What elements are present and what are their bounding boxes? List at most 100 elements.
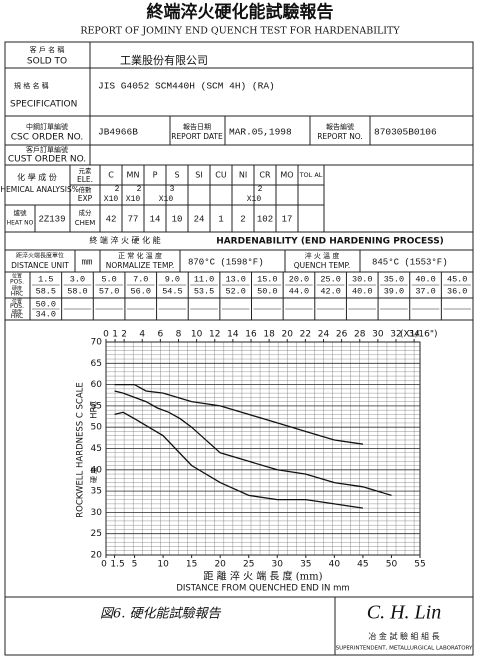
exp-base: X10	[104, 195, 119, 204]
value: 870305B0106	[374, 127, 437, 138]
x-tick-label: 30	[272, 560, 284, 570]
exp-base: X10	[126, 195, 141, 204]
y-tick-label: 35	[91, 487, 102, 497]
chem-value: 1	[218, 214, 223, 224]
label-zh: 正 常 化 溫 度	[118, 251, 162, 260]
pos-label-zh: 位置	[12, 272, 22, 279]
x2-tick-label: 2	[121, 330, 127, 340]
label: SOLD TO	[27, 57, 67, 67]
series-line	[114, 383, 363, 445]
label: ELE.	[77, 175, 93, 184]
hrc-value: 58.5	[36, 286, 56, 296]
x-axis-label-zh: 距 離 淬 火 端 長 度 (mm)	[203, 570, 322, 583]
label-zh: 中鋼訂單編號	[26, 122, 68, 131]
x2-tick-label: 34	[408, 330, 420, 340]
y-axis-label: ROCKWELL HARDNESS C SCALE	[76, 382, 86, 518]
label: EXP	[78, 194, 93, 203]
x-tick-label: 20	[214, 560, 226, 570]
label: NORMALIZE TEMP.	[106, 261, 175, 270]
pos-value: 9.0	[165, 275, 180, 285]
pos-value: 15.0	[257, 275, 277, 285]
label-zh: 客戶訂單編號	[26, 145, 68, 154]
x-tick-label: 10	[157, 560, 169, 570]
pos-value: 13.0	[225, 275, 245, 285]
hrc-value: 50.0	[257, 286, 277, 296]
chem-value: 42	[106, 214, 117, 224]
hrc-label-zh: 硬度	[12, 308, 22, 315]
x2-tick-label: 30	[372, 330, 384, 340]
chem-value: 17	[282, 214, 293, 224]
label: REPORT DATE	[171, 132, 223, 141]
element: MN	[127, 171, 140, 180]
label: REPORT NO.	[317, 132, 363, 141]
hrc-value: 52.0	[225, 286, 245, 296]
hrc-value: 40.0	[352, 286, 372, 296]
label-zh: 化 學 成 份	[17, 172, 57, 182]
x2-tick-label: 22	[300, 330, 311, 340]
label-zh: 元素	[79, 166, 93, 175]
hrc-value: 54.5	[162, 286, 182, 296]
element: SI	[195, 171, 202, 180]
x2-tick-label: 6	[158, 330, 164, 340]
exp-power: 2	[115, 185, 120, 194]
x-tick-label: 40	[329, 560, 341, 570]
label-zh: 成分	[79, 208, 93, 217]
chem-value: 77	[128, 214, 139, 224]
x2-tick-label: 20	[282, 330, 294, 340]
pos-value: 5.0	[101, 275, 116, 285]
x2-tick-label: 1	[112, 330, 118, 340]
y-tick-label: 70	[91, 338, 103, 348]
pos-label: POS.	[10, 278, 24, 285]
x2-tick-label: 4	[139, 330, 145, 340]
chem-value: 102	[257, 214, 273, 224]
x2-axis-label: (X1/16")	[400, 330, 438, 340]
hrc-value: 37.0	[415, 286, 435, 296]
label: CHEM	[75, 219, 96, 227]
pos-value: 50.0	[36, 299, 56, 309]
pos-value: 7.0	[133, 275, 148, 285]
pos-value: 1.5	[38, 275, 53, 285]
hrc-value: 53.5	[194, 286, 214, 296]
label: CSC ORDER NO.	[11, 133, 84, 143]
hrc-value: 56.0	[131, 286, 151, 296]
pos-value: 45.0	[447, 275, 467, 285]
exp-power: 3	[170, 185, 175, 194]
label: CHEMICAL ANALYSIS%	[0, 185, 79, 194]
label: SPECIFICATION	[10, 100, 77, 110]
plot-frame	[105, 341, 421, 556]
label-zh: 距淬火端長度單位	[16, 252, 64, 260]
pos-value: 30.0	[352, 275, 372, 285]
value: mm	[82, 257, 93, 267]
x2-tick-label: 8	[176, 330, 182, 340]
pos-value: 20.0	[289, 275, 309, 285]
signer-title-zh: 冶 金 試 驗 組 組 長	[368, 631, 439, 641]
x2-tick-label: 12	[209, 330, 220, 340]
form-lines	[4, 41, 474, 656]
hrc-value: 42.0	[320, 286, 340, 296]
x-tick-label: 55	[414, 560, 425, 570]
exp-power: 2	[258, 185, 263, 194]
signature: C. H. Lin	[367, 602, 441, 624]
exp-power: 2	[137, 185, 142, 194]
value: 工業股份有限公司	[120, 53, 208, 67]
x-tick-label: 45	[357, 560, 368, 570]
title: 終端淬火硬化能試驗報告	[147, 2, 334, 23]
element: S	[174, 171, 179, 180]
y-tick-label: 40	[91, 465, 103, 475]
element: P	[153, 171, 158, 180]
hrc-value: 57.0	[99, 286, 119, 296]
y-tick-label: 25	[91, 529, 102, 539]
hrc-value: 36.0	[447, 286, 467, 296]
y-tick-label: 45	[91, 444, 102, 454]
x-tick-label: 25	[243, 560, 254, 570]
x-axis-label: DISTANCE FROM QUENCHED END IN mm	[176, 584, 349, 594]
x2-tick-label: 32	[390, 330, 401, 340]
y-tick-label: 30	[91, 508, 103, 518]
series-line	[114, 411, 363, 509]
x2-tick-label: 10	[191, 330, 203, 340]
value: 2Z139	[38, 214, 65, 224]
signer-title: SUPERINTENDENT, METALLURGICAL LABORATORY	[336, 646, 473, 652]
value: MAR.05,1998	[229, 127, 292, 138]
x2-tick-label: 0	[103, 330, 109, 340]
y-tick-label: 50	[91, 423, 103, 433]
